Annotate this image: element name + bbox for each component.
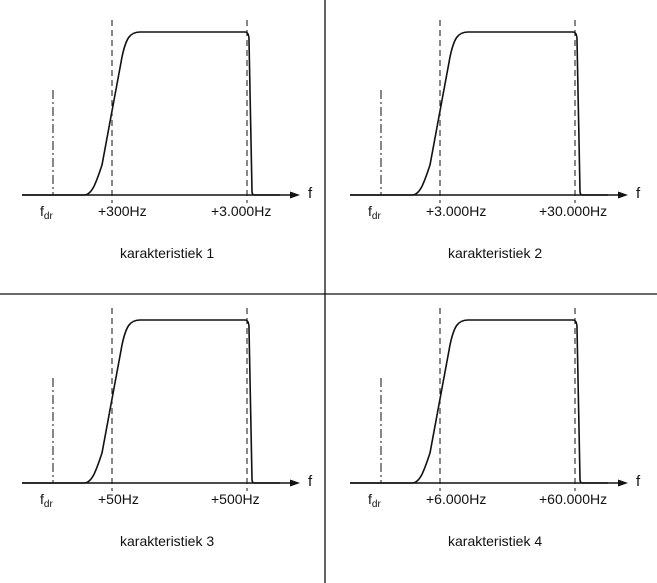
high-cutoff-label: +30.000Hz bbox=[539, 203, 608, 219]
passband-curve bbox=[22, 319, 280, 484]
fdr-label: fdr bbox=[40, 492, 53, 510]
panel-3-graph bbox=[22, 308, 300, 491]
low-cutoff-label: +6.000Hz bbox=[426, 491, 487, 507]
high-cutoff-label: +3.000Hz bbox=[211, 203, 272, 219]
fdr-subscript: dr bbox=[43, 499, 53, 510]
fdr-main: f bbox=[368, 491, 372, 507]
fdr-subscript: dr bbox=[371, 499, 381, 510]
panel-caption: karakteristiek 2 bbox=[448, 245, 543, 261]
passband-curve bbox=[350, 31, 608, 196]
panel-caption: karakteristiek 4 bbox=[448, 533, 543, 549]
axis-symbol-f: f bbox=[308, 185, 313, 202]
fdr-main: f bbox=[40, 203, 44, 219]
panel-2-graph bbox=[350, 20, 628, 203]
low-cutoff-label: +300Hz bbox=[98, 203, 147, 219]
axis-arrowhead bbox=[618, 191, 628, 199]
fdr-main: f bbox=[368, 203, 372, 219]
axis-arrowhead bbox=[618, 479, 628, 487]
axis-symbol-f: f bbox=[308, 473, 313, 490]
fdr-label: fdr bbox=[368, 204, 381, 222]
low-cutoff-label: +3.000Hz bbox=[426, 203, 487, 219]
fdr-label: fdr bbox=[40, 204, 53, 222]
fdr-subscript: dr bbox=[371, 211, 381, 222]
fdr-subscript: dr bbox=[43, 211, 53, 222]
fdr-main: f bbox=[40, 491, 44, 507]
panel-caption: karakteristiek 1 bbox=[120, 245, 215, 261]
passband-curve bbox=[350, 319, 608, 484]
axis-arrowhead bbox=[290, 479, 300, 487]
axis-symbol-f: f bbox=[636, 473, 641, 490]
panel-caption: karakteristiek 3 bbox=[120, 533, 215, 549]
panel-4-graph bbox=[350, 308, 628, 491]
fdr-label: fdr bbox=[368, 492, 381, 510]
low-cutoff-label: +50Hz bbox=[98, 491, 139, 507]
axis-symbol-f: f bbox=[636, 185, 641, 202]
passband-curve bbox=[22, 31, 280, 196]
high-cutoff-label: +60.000Hz bbox=[539, 491, 608, 507]
panel-1-graph bbox=[22, 20, 300, 203]
axis-arrowhead bbox=[290, 191, 300, 199]
high-cutoff-label: +500Hz bbox=[211, 491, 260, 507]
